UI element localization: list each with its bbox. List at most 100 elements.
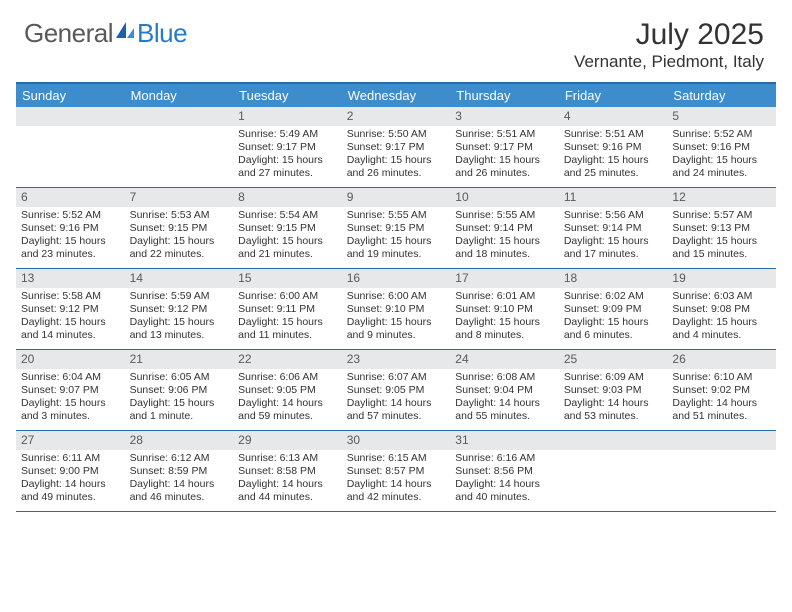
calendar-day-cell: 1Sunrise: 5:49 AMSunset: 9:17 PMDaylight… — [233, 107, 342, 187]
weekday-header: Tuesday — [233, 84, 342, 107]
sunrise-line: Sunrise: 5:58 AM — [21, 290, 121, 303]
day-info: Sunrise: 6:11 AMSunset: 9:00 PMDaylight:… — [16, 450, 125, 509]
calendar-day-cell: 30Sunrise: 6:15 AMSunset: 8:57 PMDayligh… — [342, 431, 451, 511]
sunset-line: Sunset: 9:17 PM — [455, 141, 555, 154]
day-info: Sunrise: 6:02 AMSunset: 9:09 PMDaylight:… — [559, 288, 668, 347]
calendar-day-cell: 17Sunrise: 6:01 AMSunset: 9:10 PMDayligh… — [450, 269, 559, 349]
sunset-line: Sunset: 9:04 PM — [455, 384, 555, 397]
sunset-line: Sunset: 9:17 PM — [238, 141, 338, 154]
calendar-day-cell — [559, 431, 668, 511]
weekday-header: Thursday — [450, 84, 559, 107]
sunset-line: Sunset: 9:14 PM — [564, 222, 664, 235]
calendar-week-row: 20 Sunrise: 6:04 AMSunset: 9:07 PM Dayligh… — [16, 350, 776, 431]
day-number: 7 — [125, 188, 234, 207]
day-number — [16, 107, 125, 126]
brand-logo: General Blue — [24, 18, 187, 49]
sunset-line: Sunset: 9:13 PM — [672, 222, 772, 235]
day-number: 25 — [559, 350, 668, 369]
calendar: SundayMondayTuesdayWednesdayThursdayFrid… — [16, 82, 776, 512]
weekday-header: Friday — [559, 84, 668, 107]
sunset-line: Sunset: 9:15 PM — [347, 222, 447, 235]
sunrise-line: Sunrise: 5:56 AM — [564, 209, 664, 222]
daylight-line: Daylight: 15 hours and 23 minutes. — [21, 235, 121, 261]
sunset-line: Sunset: 9:07 PM — [21, 384, 121, 397]
calendar-day-cell: 21Sunrise: 6:05 AMSunset: 9:06 PMDayligh… — [125, 350, 234, 430]
day-number: 10 — [450, 188, 559, 207]
calendar-day-cell: 31Sunrise: 6:16 AMSunset: 8:56 PMDayligh… — [450, 431, 559, 511]
day-info: Sunrise: 5:51 AMSunset: 9:17 PMDaylight:… — [450, 126, 559, 185]
sunset-line: Sunset: 9:15 PM — [238, 222, 338, 235]
weekday-header: Sunday — [16, 84, 125, 107]
day-number: 4 — [559, 107, 668, 126]
day-number: 6 — [16, 188, 125, 207]
day-number: 23 — [342, 350, 451, 369]
sunset-line: Sunset: 8:57 PM — [347, 465, 447, 478]
sunset-line: Sunset: 9:15 PM — [130, 222, 230, 235]
calendar-week-row: 6Sunrise: 5:52 AMSunset: 9:16 PMDaylight… — [16, 188, 776, 269]
calendar-day-cell: 12Sunrise: 5:57 AMSunset: 9:13 PMDayligh… — [667, 188, 776, 268]
day-number: 20 — [16, 350, 125, 369]
day-number: 19 — [667, 269, 776, 288]
daylight-line: Daylight: 15 hours and 6 minutes. — [564, 316, 664, 342]
calendar-day-cell: 28Sunrise: 6:12 AMSunset: 8:59 PMDayligh… — [125, 431, 234, 511]
calendar-day-cell: 27Sunrise: 6:11 AMSunset: 9:00 PMDayligh… — [16, 431, 125, 511]
brand-part2: Blue — [137, 18, 187, 49]
calendar-day-cell: 10Sunrise: 5:55 AMSunset: 9:14 PMDayligh… — [450, 188, 559, 268]
day-info: Sunrise: 5:50 AMSunset: 9:17 PMDaylight:… — [342, 126, 451, 185]
sunrise-line: Sunrise: 5:51 AM — [455, 128, 555, 141]
daylight-line: Daylight: 15 hours and 26 minutes. — [347, 154, 447, 180]
sunrise-line: Sunrise: 6:06 AM — [238, 371, 338, 384]
calendar-day-cell: 3Sunrise: 5:51 AMSunset: 9:17 PMDaylight… — [450, 107, 559, 187]
weekday-header-row: SundayMondayTuesdayWednesdayThursdayFrid… — [16, 84, 776, 107]
calendar-day-cell: 19Sunrise: 6:03 AMSunset: 9:08 PMDayligh… — [667, 269, 776, 349]
day-number: 1 — [233, 107, 342, 126]
calendar-day-cell: 24Sunrise: 6:08 AMSunset: 9:04 PMDayligh… — [450, 350, 559, 430]
month-title: July 2025 — [574, 18, 764, 52]
sunrise-line: Sunrise: 6:16 AM — [455, 452, 555, 465]
sunset-line: Sunset: 9:08 PM — [672, 303, 772, 316]
weekday-header: Monday — [125, 84, 234, 107]
day-number: 3 — [450, 107, 559, 126]
day-number: 28 — [125, 431, 234, 450]
day-number: 8 — [233, 188, 342, 207]
sunrise-line: Sunrise: 6:10 AM — [672, 371, 772, 384]
daylight-line: Daylight: 15 hours and 21 minutes. — [238, 235, 338, 261]
calendar-day-cell: 20Sunrise: 6:04 AMSunset: 9:07 PMDayligh… — [16, 350, 125, 430]
calendar-week-row: 27Sunrise: 6:11 AMSunset: 9:00 PMDayligh… — [16, 431, 776, 512]
daylight-line: Daylight: 14 hours and 53 minutes. — [564, 397, 664, 423]
sunrise-line: Sunrise: 6:00 AM — [347, 290, 447, 303]
sunrise-line: Sunrise: 5:54 AM — [238, 209, 338, 222]
day-info: Sunrise: 6:01 AMSunset: 9:10 PMDaylight:… — [450, 288, 559, 347]
sunrise-line: Sunrise: 5:52 AM — [21, 209, 121, 222]
title-block: July 2025 Vernante, Piedmont, Italy — [574, 18, 764, 72]
sunset-line: Sunset: 9:05 PM — [238, 384, 338, 397]
day-info: Sunrise: 6:06 AMSunset: 9:05 PMDaylight:… — [233, 369, 342, 428]
sunrise-line: Sunrise: 6:04 AM — [21, 371, 121, 384]
day-info: Sunrise: 6:13 AMSunset: 8:58 PMDaylight:… — [233, 450, 342, 509]
brand-part1: General — [24, 18, 113, 49]
daylight-line: Daylight: 14 hours and 59 minutes. — [238, 397, 338, 423]
daylight-line: Daylight: 15 hours and 11 minutes. — [238, 316, 338, 342]
day-info: Sunrise: 6:15 AMSunset: 8:57 PMDaylight:… — [342, 450, 451, 509]
daylight-line: Daylight: 15 hours and 8 minutes. — [455, 316, 555, 342]
day-info: Sunrise: 5:53 AMSunset: 9:15 PMDaylight:… — [125, 207, 234, 266]
daylight-line: Daylight: 14 hours and 55 minutes. — [455, 397, 555, 423]
sunset-line: Sunset: 9:14 PM — [455, 222, 555, 235]
sunrise-line: Sunrise: 6:08 AM — [455, 371, 555, 384]
day-number — [559, 431, 668, 450]
sunrise-line: Sunrise: 5:55 AM — [347, 209, 447, 222]
daylight-line: Daylight: 14 hours and 40 minutes. — [455, 478, 555, 504]
day-number: 18 — [559, 269, 668, 288]
day-info: Sunrise: 5:49 AMSunset: 9:17 PMDaylight:… — [233, 126, 342, 185]
sunrise-line: Sunrise: 6:01 AM — [455, 290, 555, 303]
sunrise-line: Sunrise: 6:09 AM — [564, 371, 664, 384]
daylight-line: Daylight: 15 hours and 13 minutes. — [130, 316, 230, 342]
sunrise-line: Sunrise: 6:15 AM — [347, 452, 447, 465]
day-number: 30 — [342, 431, 451, 450]
sunset-line: Sunset: 9:10 PM — [455, 303, 555, 316]
calendar-day-cell: 23Sunrise: 6:07 AMSunset: 9:05 PMDayligh… — [342, 350, 451, 430]
sunset-line: Sunset: 9:12 PM — [130, 303, 230, 316]
day-info: Sunrise: 6:05 AMSunset: 9:06 PMDaylight:… — [125, 369, 234, 428]
day-info: Sunrise: 5:59 AMSunset: 9:12 PMDaylight:… — [125, 288, 234, 347]
sunset-line: Sunset: 8:56 PM — [455, 465, 555, 478]
